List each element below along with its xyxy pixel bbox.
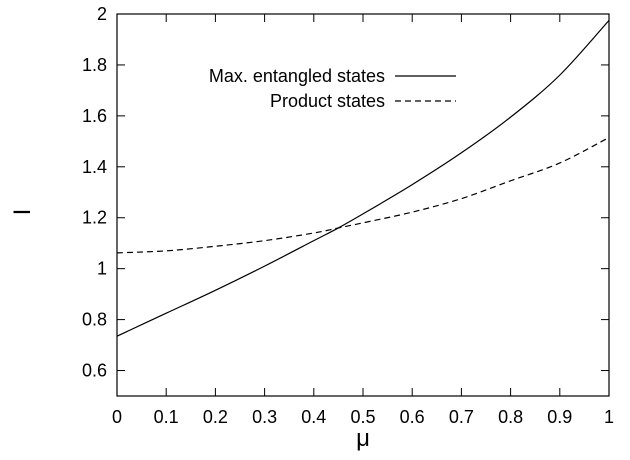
y-tick-label: 1.4: [82, 157, 107, 177]
y-tick-label: 1.8: [82, 55, 107, 75]
y-tick-label: 0.8: [82, 310, 107, 330]
x-tick-label: 0.2: [203, 407, 228, 427]
x-tick-label: 0.7: [449, 407, 474, 427]
series-line-0: [116, 19, 610, 337]
x-tick-label: 0.8: [498, 407, 523, 427]
x-tick-label: 0.3: [252, 407, 277, 427]
y-tick-label: 1.6: [82, 106, 107, 126]
x-tick-label: 0.1: [154, 407, 179, 427]
x-tick-label: 0.9: [547, 407, 572, 427]
y-tick-label: 2: [97, 4, 107, 24]
x-tick-label: 0.4: [301, 407, 326, 427]
plot-frame: [116, 13, 610, 397]
ticks-layer: 0 0.1 0.2 0.3 0.4 0.5 0.6 0.7 0.8 0.9 1 0.6 0.8 1 1.2 1…: [82, 4, 614, 427]
y-tick-label: 0.6: [82, 361, 107, 381]
series-line-1: [116, 136, 610, 254]
legend: Max. entangled states Product states: [209, 66, 456, 111]
x-tick-label: 0.6: [400, 407, 425, 427]
x-tick-label: 1: [604, 407, 614, 427]
legend-label: Product states: [270, 91, 385, 111]
series-layer: [116, 19, 610, 337]
y-axis-label: I: [9, 209, 36, 216]
y-tick-label: 1: [97, 259, 107, 279]
x-tick-label: 0.5: [350, 407, 375, 427]
y-tick-label: 1.2: [82, 208, 107, 228]
legend-label: Max. entangled states: [209, 66, 385, 86]
x-tick-label: 0: [112, 407, 122, 427]
x-axis-label: μ: [356, 425, 370, 452]
